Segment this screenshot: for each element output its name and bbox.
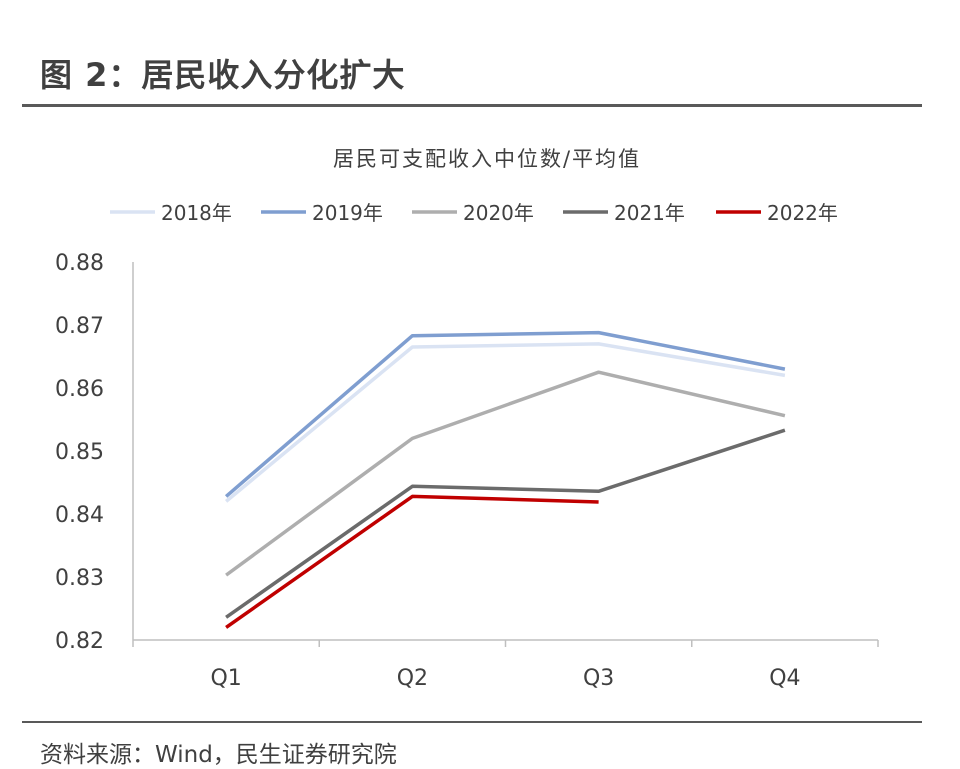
x-axis: Q1 Q2 Q3 Q4 [132, 639, 879, 691]
x-tick-label: Q1 [210, 666, 241, 691]
figure-title: 图 2：居民收入分化扩大 [40, 56, 406, 94]
legend-label: 2019年 [312, 201, 383, 225]
y-tick-label: 0.88 [55, 251, 104, 276]
legend-label: 2018年 [161, 201, 232, 225]
y-tick-label: 0.83 [55, 566, 104, 591]
y-tick-label: 0.82 [55, 629, 104, 654]
x-tick-label: Q2 [397, 666, 428, 691]
bottom-divider [22, 721, 922, 723]
y-tick-label: 0.87 [55, 314, 104, 339]
chart-legend: 2018年 2019年 2020年 2021年 2022年 [110, 201, 838, 225]
series-line-2019年 [224, 330, 786, 498]
y-tick-label: 0.85 [55, 440, 104, 465]
series-line-2020年 [225, 370, 786, 577]
legend-label: 2022年 [767, 201, 838, 225]
x-tick-label: Q4 [769, 666, 800, 691]
y-tick-label: 0.84 [55, 503, 104, 528]
series-line-2022年 [225, 494, 599, 629]
series-lines [224, 330, 786, 629]
series-line-2021年 [225, 428, 786, 619]
chart-title: 居民可支配收入中位数/平均值 [333, 147, 641, 171]
top-divider [22, 104, 922, 107]
y-tick-label: 0.86 [55, 377, 104, 402]
series-line-2018年 [224, 342, 786, 503]
y-axis: 0.82 0.83 0.84 0.85 0.86 0.87 0.88 [55, 251, 134, 654]
x-tick-label: Q3 [583, 666, 614, 691]
legend-label: 2021年 [614, 201, 685, 225]
legend-label: 2020年 [463, 201, 534, 225]
source-note: 资料来源：Wind，民生证券研究院 [40, 742, 397, 768]
